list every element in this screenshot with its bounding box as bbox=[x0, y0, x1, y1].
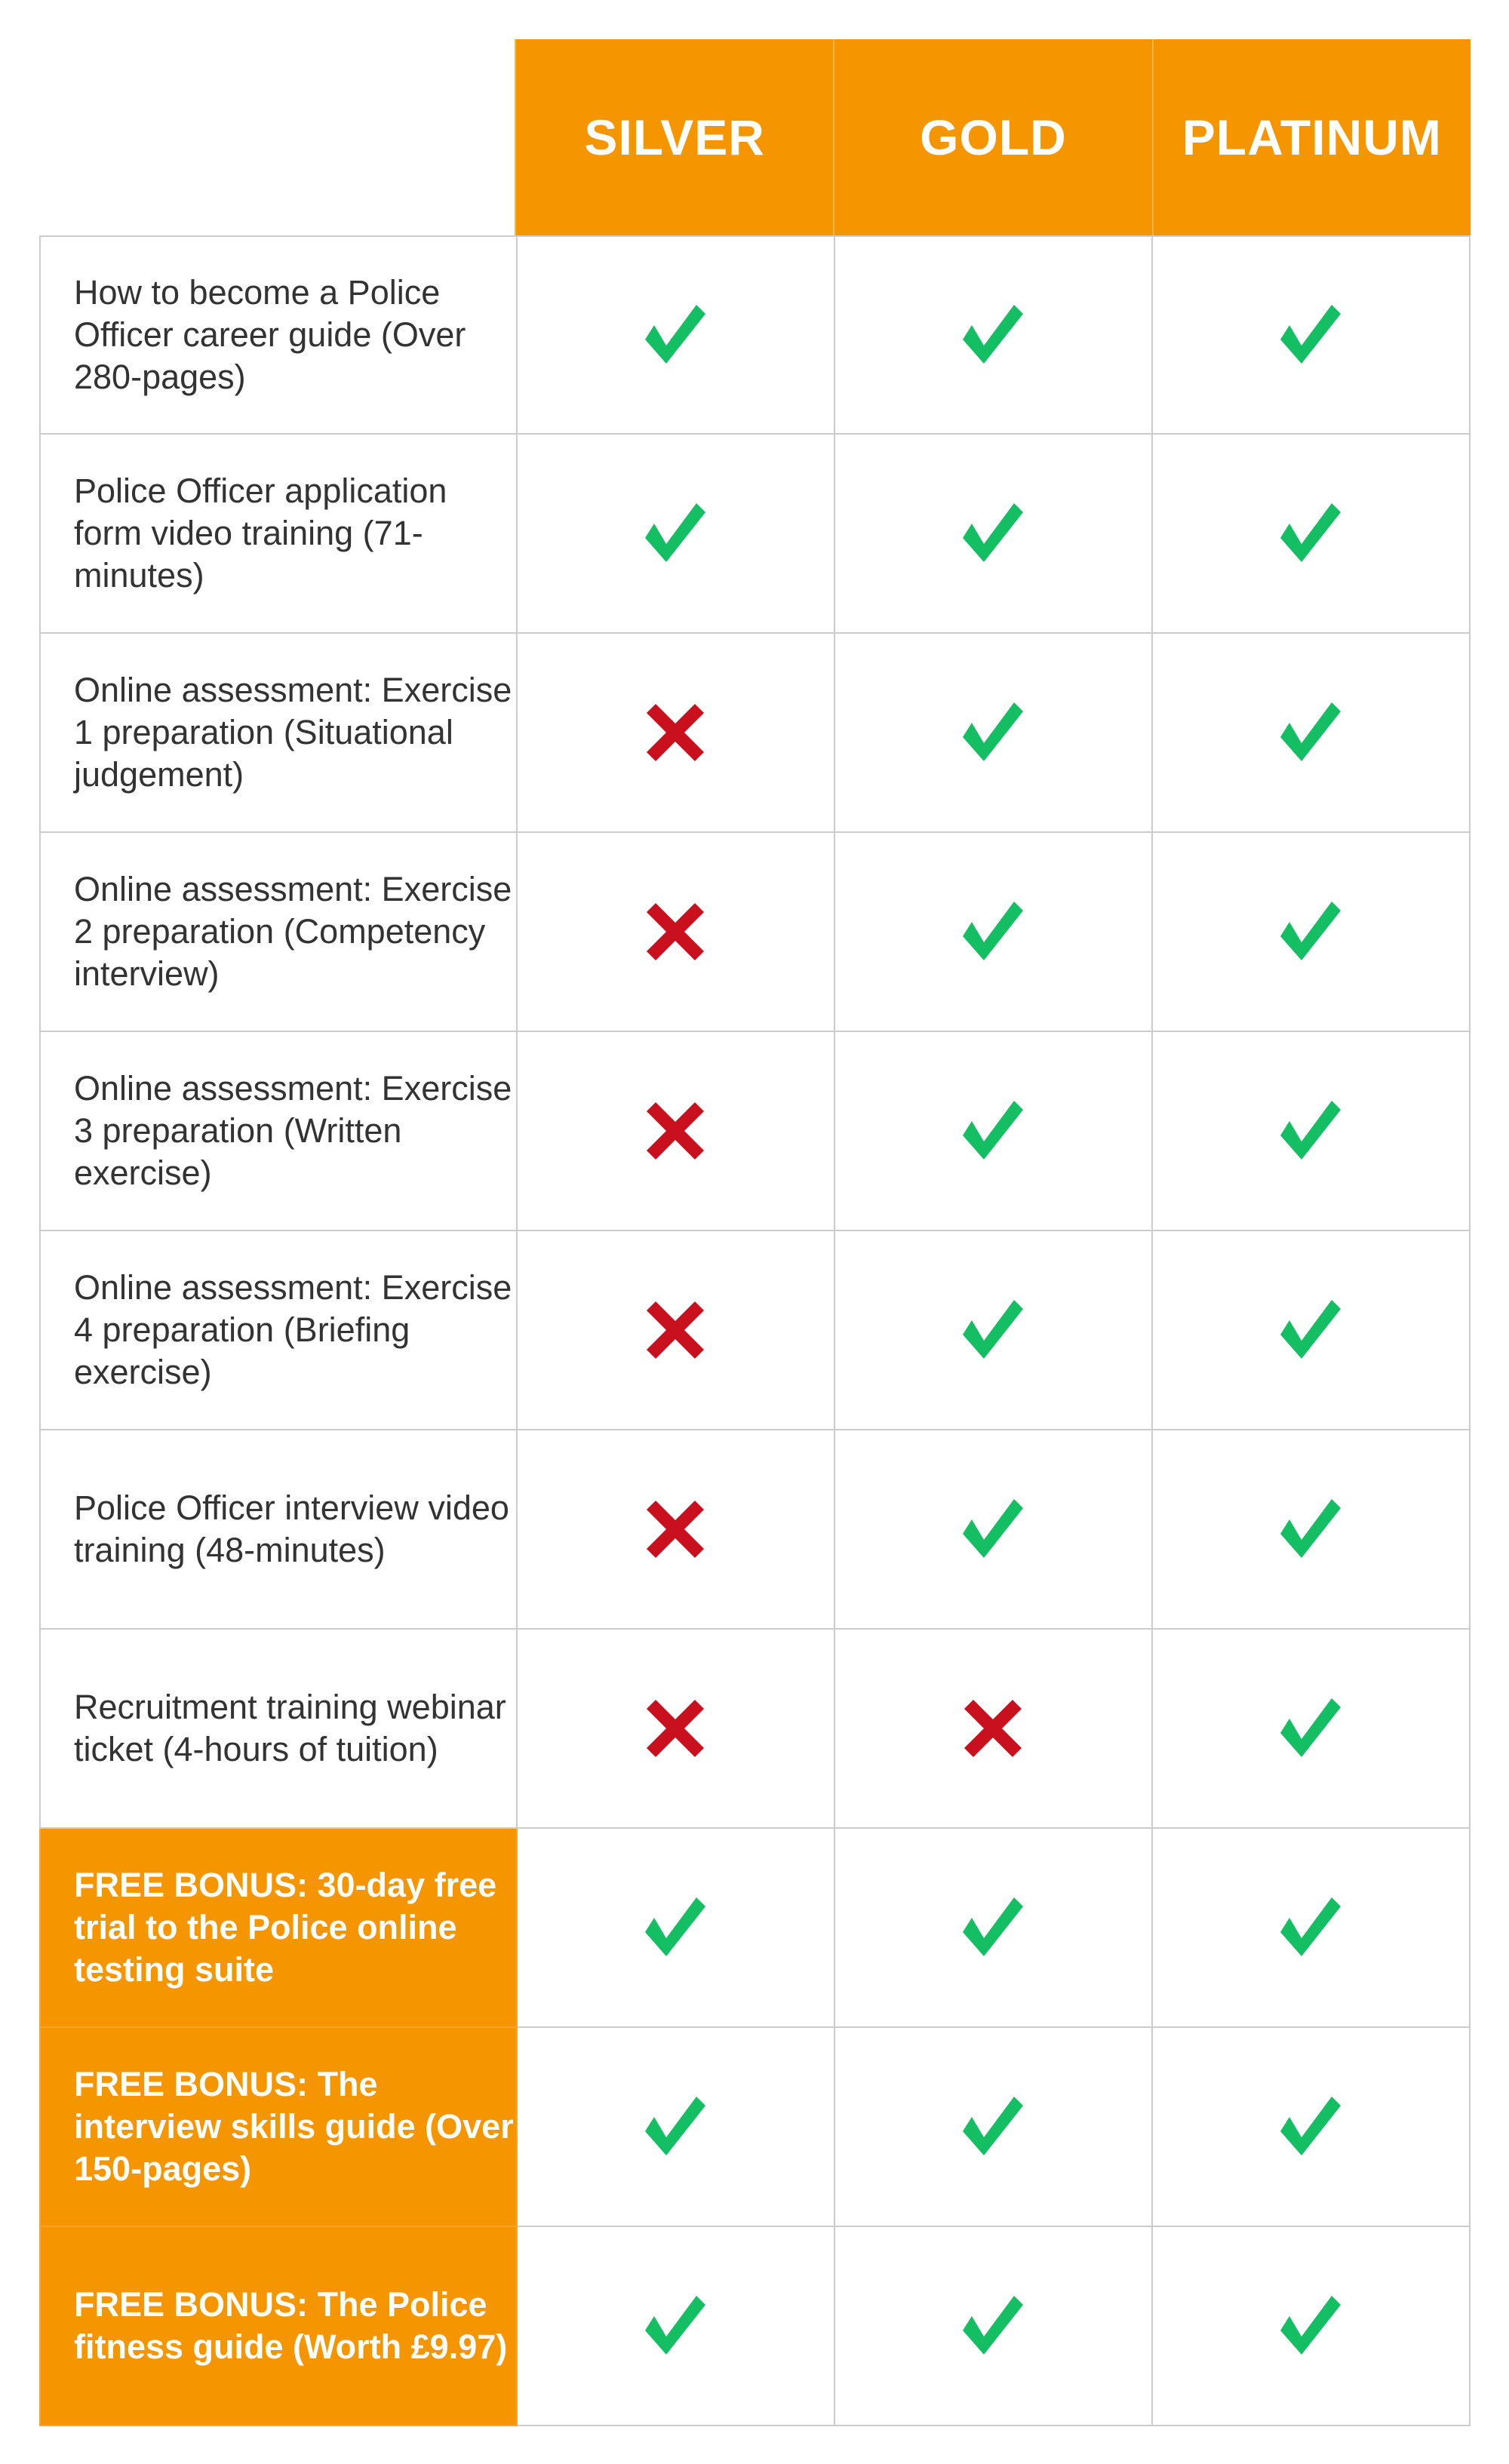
feature-label: FREE BONUS: The interview skills guide (… bbox=[39, 2028, 518, 2227]
inclusion-cell-silver bbox=[517, 1630, 835, 1829]
inclusion-cell-platinum bbox=[1152, 2028, 1471, 2227]
inclusion-cell-silver bbox=[517, 1231, 835, 1430]
table-row: Police Officer interview video training … bbox=[39, 1430, 1471, 1630]
inclusion-cell-silver bbox=[517, 1430, 835, 1630]
check-icon bbox=[963, 1300, 1024, 1359]
feature-label: Police Officer interview video training … bbox=[39, 1430, 518, 1630]
table-row: How to become a Police Officer career gu… bbox=[39, 235, 1471, 435]
inclusion-cell-platinum bbox=[1152, 435, 1471, 634]
inclusion-cell-platinum bbox=[1152, 2227, 1471, 2426]
cross-icon bbox=[964, 1699, 1022, 1758]
inclusion-cell-silver bbox=[517, 833, 835, 1032]
feature-label: Recruitment training webinar ticket (4-h… bbox=[39, 1630, 518, 1829]
check-icon bbox=[1280, 1300, 1342, 1359]
inclusion-cell-silver bbox=[517, 1829, 835, 2028]
inclusion-cell-platinum bbox=[1152, 1032, 1471, 1231]
check-icon bbox=[645, 2296, 706, 2355]
check-icon bbox=[1280, 1897, 1342, 1956]
inclusion-cell-platinum bbox=[1152, 1430, 1471, 1630]
check-icon bbox=[645, 2097, 706, 2155]
table-row: Police Officer application form video tr… bbox=[39, 435, 1471, 634]
inclusion-cell-silver bbox=[517, 634, 835, 833]
feature-label: How to become a Police Officer career gu… bbox=[39, 235, 518, 435]
check-icon bbox=[963, 503, 1024, 562]
inclusion-cell-gold bbox=[834, 1430, 1153, 1630]
feature-label: Online assessment: Exercise 1 preparatio… bbox=[39, 634, 518, 833]
cross-icon bbox=[647, 703, 705, 762]
inclusion-cell-platinum bbox=[1152, 1231, 1471, 1430]
inclusion-cell-gold bbox=[834, 435, 1153, 634]
inclusion-cell-silver bbox=[517, 235, 835, 435]
feature-label: FREE BONUS: 30-day free trial to the Pol… bbox=[39, 1829, 518, 2028]
inclusion-cell-platinum bbox=[1152, 634, 1471, 833]
check-icon bbox=[1280, 305, 1342, 364]
inclusion-cell-silver bbox=[517, 435, 835, 634]
plan-header-silver: SILVER bbox=[515, 39, 834, 235]
inclusion-cell-gold bbox=[834, 2227, 1153, 2426]
check-icon bbox=[645, 1897, 706, 1956]
inclusion-cell-platinum bbox=[1152, 833, 1471, 1032]
inclusion-cell-gold bbox=[834, 634, 1153, 833]
inclusion-cell-gold bbox=[834, 1032, 1153, 1231]
plan-header-row: SILVER GOLD PLATINUM bbox=[39, 39, 1471, 235]
inclusion-cell-gold bbox=[834, 833, 1153, 1032]
cross-icon bbox=[647, 1101, 705, 1160]
inclusion-cell-silver bbox=[517, 2227, 835, 2426]
plan-header-platinum: PLATINUM bbox=[1151, 39, 1471, 235]
comparison-table: SILVER GOLD PLATINUM How to become a Pol… bbox=[39, 39, 1471, 2426]
check-icon bbox=[1280, 503, 1342, 562]
check-icon bbox=[1280, 1101, 1342, 1160]
inclusion-cell-platinum bbox=[1152, 1829, 1471, 2028]
inclusion-cell-gold bbox=[834, 1630, 1153, 1829]
cross-icon bbox=[647, 1301, 705, 1360]
check-icon bbox=[963, 1101, 1024, 1160]
check-icon bbox=[963, 1897, 1024, 1956]
inclusion-cell-platinum bbox=[1152, 1630, 1471, 1829]
feature-label: FREE BONUS: The Police fitness guide (Wo… bbox=[39, 2227, 518, 2426]
table-row: Online assessment: Exercise 3 preparatio… bbox=[39, 1032, 1471, 1231]
cross-icon bbox=[647, 1699, 705, 1758]
check-icon bbox=[963, 2296, 1024, 2355]
feature-label: Police Officer application form video tr… bbox=[39, 435, 518, 634]
check-icon bbox=[1280, 1698, 1342, 1757]
feature-label: Online assessment: Exercise 3 preparatio… bbox=[39, 1032, 518, 1231]
table-row: FREE BONUS: 30-day free trial to the Pol… bbox=[39, 1829, 1471, 2028]
table-row: Recruitment training webinar ticket (4-h… bbox=[39, 1630, 1471, 1829]
inclusion-cell-gold bbox=[834, 1829, 1153, 2028]
cross-icon bbox=[647, 1500, 705, 1559]
check-icon bbox=[645, 503, 706, 562]
check-icon bbox=[1280, 2296, 1342, 2355]
check-icon bbox=[963, 1499, 1024, 1558]
inclusion-cell-gold bbox=[834, 1231, 1153, 1430]
cross-icon bbox=[647, 902, 705, 961]
header-blank bbox=[39, 39, 515, 235]
check-icon bbox=[963, 305, 1024, 364]
table-row: FREE BONUS: The interview skills guide (… bbox=[39, 2028, 1471, 2227]
table-row: Online assessment: Exercise 1 preparatio… bbox=[39, 634, 1471, 833]
table-row: Online assessment: Exercise 2 preparatio… bbox=[39, 833, 1471, 1032]
feature-label: Online assessment: Exercise 2 preparatio… bbox=[39, 833, 518, 1032]
inclusion-cell-silver bbox=[517, 1032, 835, 1231]
inclusion-cell-platinum bbox=[1152, 235, 1471, 435]
plan-header-gold: GOLD bbox=[833, 39, 1152, 235]
inclusion-cell-gold bbox=[834, 2028, 1153, 2227]
table-row: Online assessment: Exercise 4 preparatio… bbox=[39, 1231, 1471, 1430]
check-icon bbox=[963, 2097, 1024, 2155]
inclusion-cell-gold bbox=[834, 235, 1153, 435]
check-icon bbox=[1280, 2097, 1342, 2155]
check-icon bbox=[1280, 902, 1342, 960]
check-icon bbox=[963, 902, 1024, 960]
inclusion-cell-silver bbox=[517, 2028, 835, 2227]
table-row: FREE BONUS: The Police fitness guide (Wo… bbox=[39, 2227, 1471, 2426]
check-icon bbox=[645, 305, 706, 364]
check-icon bbox=[1280, 1499, 1342, 1558]
check-icon bbox=[963, 702, 1024, 761]
feature-label: Online assessment: Exercise 4 preparatio… bbox=[39, 1231, 518, 1430]
check-icon bbox=[1280, 702, 1342, 761]
